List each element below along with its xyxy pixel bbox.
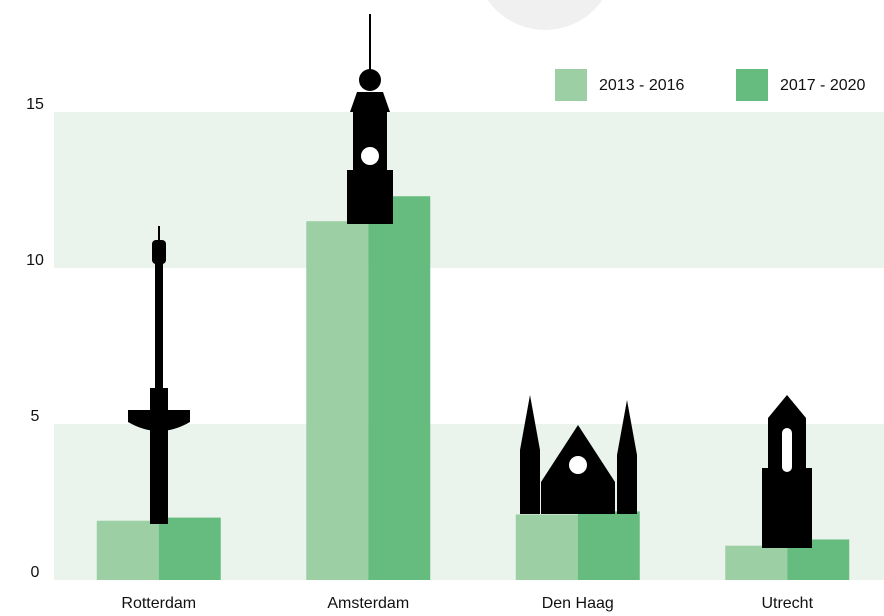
legend-swatch [736, 69, 768, 101]
bar [577, 511, 640, 580]
bar [96, 520, 159, 580]
silhouette [152, 240, 166, 264]
bar [368, 196, 431, 581]
band [54, 112, 884, 268]
legend-label: 2013 - 2016 [599, 77, 685, 94]
x-tick-label: Rotterdam [121, 595, 196, 612]
bar [725, 545, 788, 580]
bar [158, 517, 221, 580]
decor-circle [487, 0, 603, 30]
bands [54, 112, 884, 581]
silhouette [782, 428, 792, 472]
x-tick-label: Amsterdam [327, 595, 409, 612]
silhouettes [128, 14, 812, 548]
silhouette [150, 388, 168, 524]
y-tick-label: 0 [31, 564, 40, 581]
silhouette [350, 92, 390, 112]
silhouette [128, 410, 190, 431]
x-tick-label: Utrecht [761, 595, 813, 612]
silhouette [617, 400, 637, 514]
silhouette [520, 395, 540, 514]
bar [515, 514, 578, 580]
silhouette [569, 456, 587, 474]
silhouette [347, 170, 393, 224]
silhouette [762, 468, 812, 548]
bar [306, 221, 369, 580]
silhouette [359, 69, 381, 91]
y-tick-label: 5 [31, 408, 40, 425]
x-tick-label: Den Haag [542, 595, 614, 612]
legend-label: 2017 - 2020 [780, 77, 866, 94]
legend-swatch [555, 69, 587, 101]
y-tick-label: 15 [26, 96, 44, 113]
silhouette [155, 262, 163, 392]
silhouette [361, 147, 379, 165]
y-tick-label: 10 [26, 252, 44, 269]
